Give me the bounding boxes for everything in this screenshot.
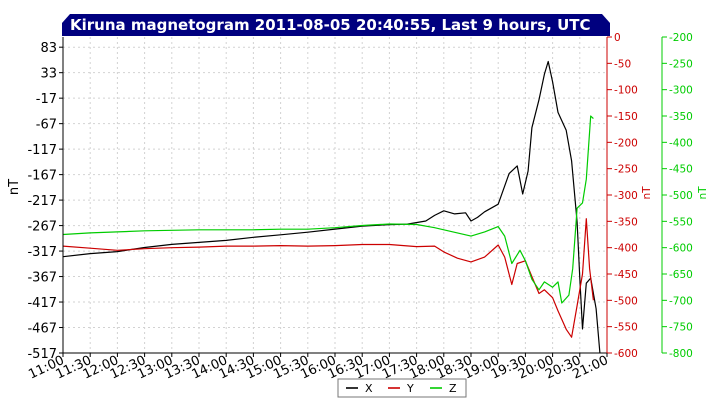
right-tick-label: -100 — [614, 85, 638, 97]
right-axis-z: -200 -250 -300 -350 -400 -450 -500 -550 -600 -650… — [661, 32, 693, 360]
right-tick-label: -250 — [669, 58, 693, 70]
right-tick-label: -450 — [614, 269, 638, 281]
right-tick-label: -50 — [614, 58, 631, 70]
x-axis: 11:0011:3012:0012:3013:0013:3014:0014:30… — [26, 353, 611, 382]
series-line-x — [62, 60, 601, 354]
right-tick-label: -300 — [614, 190, 638, 202]
left-tick-label: 83 — [40, 41, 57, 56]
legend-label-z: Z — [449, 382, 457, 395]
right-tick-label: -250 — [614, 164, 638, 176]
legend-box — [337, 378, 467, 398]
right-axis-2-label: nT — [697, 186, 709, 200]
right-tick-label: -500 — [669, 190, 693, 202]
left-axis: 83 33 -17 -67 -117 -167 -217 -267 -317 -367 -417 -4… — [27, 41, 63, 362]
right-tick-label: -600 — [669, 243, 693, 255]
right-tick-label: -400 — [669, 137, 693, 149]
right-tick-label: -550 — [669, 216, 693, 228]
plot-area — [63, 37, 607, 353]
chart-title: Kiruna magnetogram 2011-08-05 20:40:55, … — [70, 16, 591, 34]
right-tick-label: -700 — [669, 295, 693, 307]
left-axis-label: nT — [7, 179, 22, 195]
series-layer — [62, 60, 601, 354]
left-tick-label: -517 — [27, 347, 57, 362]
left-tick-label: -117 — [27, 143, 57, 158]
right-tick-label: -750 — [669, 322, 693, 334]
left-tick-label: -267 — [27, 220, 57, 235]
right-tick-label: 0 — [614, 32, 621, 44]
left-tick-label: -367 — [27, 271, 57, 286]
left-tick-label: -317 — [27, 245, 57, 260]
right-tick-label: -550 — [614, 322, 638, 334]
left-tick-label: 33 — [40, 67, 57, 82]
right-tick-label: -200 — [614, 137, 638, 149]
series-line-y — [62, 218, 594, 338]
left-tick-label: -17 — [36, 92, 57, 107]
chart-title-bar: Kiruna magnetogram 2011-08-05 20:40:55, … — [62, 14, 610, 36]
left-tick-label: -167 — [27, 169, 57, 184]
right-tick-label: -300 — [669, 85, 693, 97]
right-axis-1-label: nT — [641, 186, 653, 200]
right-axis-y: 0 -50 -100 -150 -200 -250 -300 -350 -400 -450 -500… — [606, 32, 638, 360]
left-tick-label: -467 — [27, 322, 57, 337]
right-tick-label: -600 — [614, 348, 638, 360]
right-tick-label: -400 — [614, 243, 638, 255]
right-tick-label: -200 — [669, 32, 693, 44]
right-tick-label: -150 — [614, 111, 638, 123]
legend-label-x: X — [365, 382, 373, 395]
legend: X Y Z — [337, 378, 467, 398]
legend-label-y: Y — [406, 382, 414, 395]
right-tick-label: -650 — [669, 269, 693, 281]
right-tick-label: -350 — [669, 111, 693, 123]
right-tick-label: -450 — [669, 164, 693, 176]
right-tick-label: -500 — [614, 295, 638, 307]
left-tick-label: -67 — [36, 118, 57, 133]
left-tick-label: -417 — [27, 296, 57, 311]
right-tick-label: -350 — [614, 216, 638, 228]
left-tick-label: -217 — [27, 194, 57, 209]
right-tick-label: -800 — [669, 348, 693, 360]
series-line-z — [62, 115, 594, 304]
